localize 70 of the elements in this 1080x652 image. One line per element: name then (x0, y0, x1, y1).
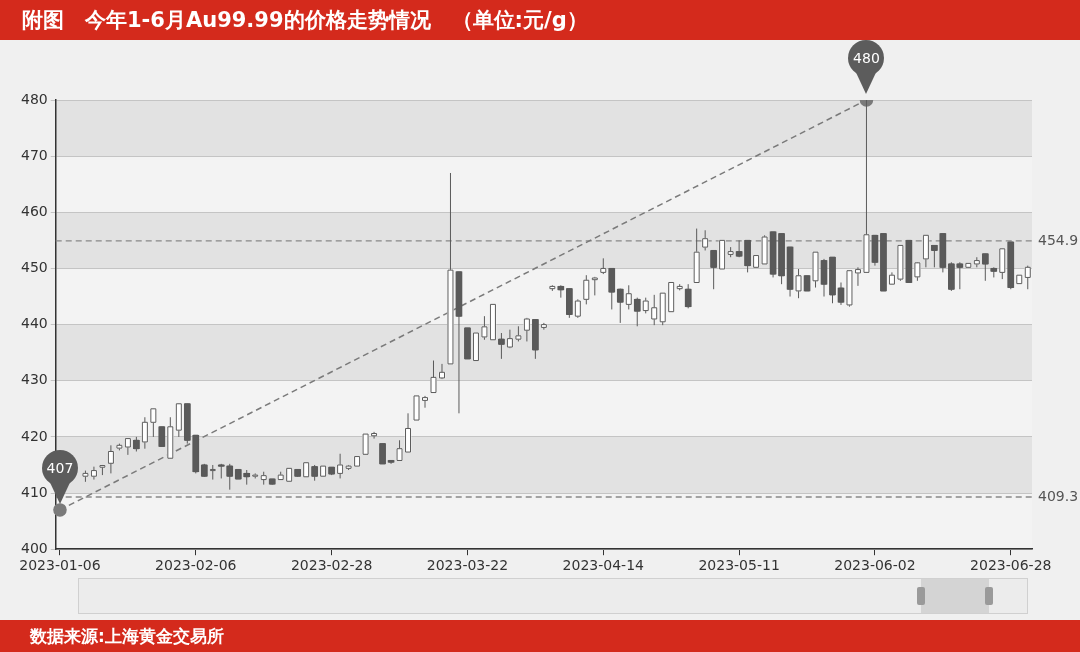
x-tick-label: 2023-05-11 (698, 557, 780, 574)
y-tick-label: 450 (20, 259, 48, 276)
candlestick (761, 234, 768, 265)
candlestick (795, 268, 802, 299)
candlestick (854, 266, 862, 287)
annotation: 407 (46, 459, 74, 476)
candlestick (846, 270, 853, 308)
candlestick (226, 463, 234, 491)
candlestick (863, 99, 870, 273)
x-tick-label: 2023-02-28 (290, 557, 373, 574)
candlestick (837, 281, 845, 306)
candlestick (90, 466, 98, 481)
candlestick (566, 288, 573, 319)
y-tick-label: 440 (20, 315, 48, 332)
candlestick (421, 395, 429, 409)
candlestick (769, 231, 777, 278)
candlestick (829, 256, 836, 304)
candlestick (880, 233, 887, 292)
candlestick (506, 329, 514, 349)
candlestick (956, 261, 964, 290)
candlestick (948, 261, 955, 292)
candlestick (404, 412, 412, 453)
y-tick-label: 430 (20, 371, 48, 388)
candlestick (939, 233, 947, 273)
candlestick (523, 317, 531, 342)
annotation: 480 (848, 40, 885, 76)
candlestick (362, 433, 369, 455)
y-tick-label: 460 (20, 202, 48, 219)
ref-line-label: 409.3 (1038, 487, 1079, 504)
x-tick-label: 2023-02-06 (155, 557, 237, 574)
candlestick (413, 395, 420, 421)
candlestick (481, 315, 488, 341)
candlestick (693, 228, 700, 283)
ref-line-label: 454.9 (1038, 231, 1079, 248)
candlestick (820, 258, 828, 298)
y-tick-label: 470 (20, 146, 48, 163)
candlestick (447, 172, 454, 365)
y-tick-label: 420 (20, 427, 48, 444)
x-tick-label: 2023-06-28 (970, 557, 1052, 574)
candlestick (710, 249, 717, 290)
candlestick (778, 233, 785, 285)
candlestick (379, 443, 386, 465)
candlestick (582, 274, 590, 305)
candlestick (812, 251, 819, 289)
candlestick (455, 271, 463, 414)
candlestick (107, 444, 115, 474)
y-tick-label: 400 (20, 539, 48, 556)
x-tick-label: 2023-01-06 (19, 557, 101, 574)
candlestick (150, 408, 157, 438)
chart-title: 附图 今年1-6月Au99.99的价格走势情况 （单位:元/g） (0, 0, 1080, 40)
candlestick (498, 332, 505, 360)
candlestick (141, 416, 149, 450)
source-note: 数据来源:上海黄金交易所 (0, 620, 1080, 652)
candlestick (396, 439, 403, 461)
y-tick-label: 410 (20, 483, 48, 500)
candlestick (786, 246, 794, 298)
candlestick (701, 229, 709, 251)
y-tick-label: 480 (20, 90, 48, 107)
candlestick (914, 261, 921, 282)
candlestick (616, 288, 624, 324)
x-tick-label: 2023-03-22 (426, 557, 509, 574)
candlestick (464, 327, 471, 360)
x-tick-label: 2023-04-14 (562, 557, 645, 574)
candlestick (981, 253, 989, 282)
candlestick (370, 431, 378, 440)
candlestick (158, 426, 166, 447)
candlestick (735, 239, 743, 258)
candlestick (336, 453, 344, 479)
x-tick-label: 2023-06-02 (834, 557, 916, 574)
candlestick (532, 319, 539, 360)
